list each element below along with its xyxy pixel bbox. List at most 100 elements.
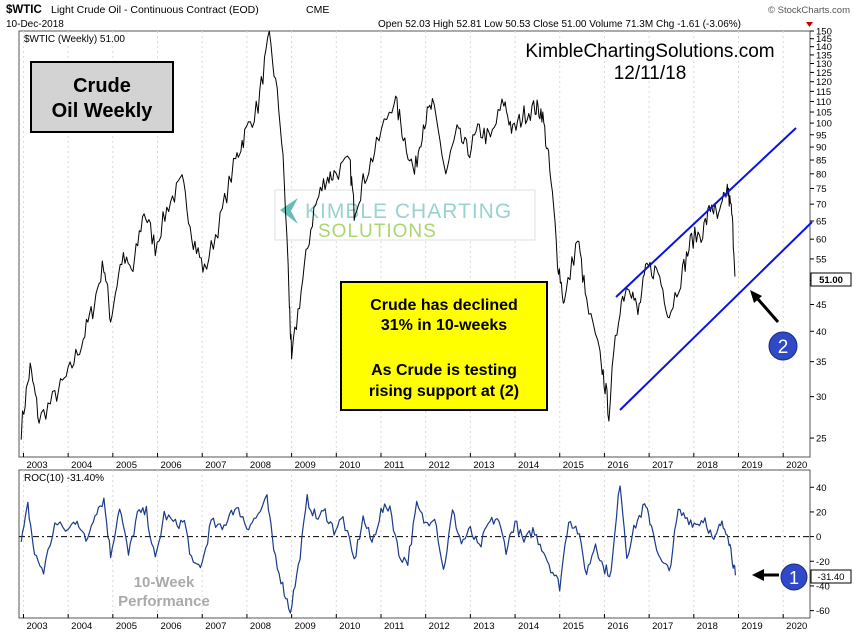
roc-y-tick-label: -60 bbox=[816, 606, 830, 617]
price-y-tick-label: 115 bbox=[816, 87, 831, 98]
roc-y-tick-label: 20 bbox=[816, 507, 827, 518]
price-y-tick-label: 145 bbox=[816, 34, 832, 45]
last-price-label: 51.00 bbox=[819, 275, 843, 286]
perf-line1: 10-Week bbox=[134, 574, 195, 591]
roc-x-tick-label: 2020 bbox=[786, 621, 807, 632]
price-x-tick-label: 2018 bbox=[697, 460, 718, 471]
roc-y-tick-label: 0 bbox=[816, 532, 821, 543]
price-y-tick-label: 60 bbox=[816, 235, 827, 246]
roc-x-tick-label: 2007 bbox=[205, 621, 226, 632]
roc-y-tick-label: 40 bbox=[816, 483, 827, 494]
watermark-logo: KIMBLE CHARTING SOLUTIONS bbox=[274, 189, 536, 242]
marker-2-label: 2 bbox=[778, 337, 789, 358]
price-x-tick-label: 2009 bbox=[295, 460, 316, 471]
header-credit: © StockCharts.com bbox=[768, 5, 850, 16]
roc-legend: ROC(10) -31.40% bbox=[24, 473, 104, 484]
roc-x-tick-label: 2003 bbox=[26, 621, 47, 632]
annotation-line2: 31% in 10-weeks bbox=[381, 317, 507, 334]
marker-1-label: 1 bbox=[789, 568, 799, 588]
roc-x-tick-label: 2006 bbox=[161, 621, 182, 632]
roc-last-tag bbox=[810, 569, 852, 584]
site-name: KimbleChartingSolutions.com bbox=[525, 41, 774, 62]
price-y-tick-label: 140 bbox=[816, 42, 832, 53]
price-y-tick-label: 130 bbox=[816, 59, 832, 70]
price-x-tick-label: 2011 bbox=[384, 460, 404, 471]
price-y-axis: 2530354045505560657075808590951001051101… bbox=[810, 27, 832, 445]
price-y-tick-label: 45 bbox=[816, 300, 827, 311]
arrowhead-1-icon bbox=[752, 569, 764, 581]
perf-line2: Performance bbox=[118, 593, 210, 610]
price-y-tick-label: 110 bbox=[816, 97, 831, 108]
watermark-line2: SOLUTIONS bbox=[318, 221, 437, 242]
price-y-tick-label: 30 bbox=[816, 392, 827, 403]
title-line1: Crude bbox=[73, 75, 131, 97]
annotation-line1: Crude has declined bbox=[370, 297, 518, 314]
price-y-tick-label: 100 bbox=[816, 119, 832, 130]
roc-x-tick-label: 2017 bbox=[652, 621, 673, 632]
price-y-tick-label: 80 bbox=[816, 169, 827, 180]
roc-x-tick-label: 2019 bbox=[741, 621, 762, 632]
marker-1-circle bbox=[780, 563, 808, 591]
price-y-tick-label: 95 bbox=[816, 130, 827, 141]
roc-x-tick-label: 2008 bbox=[250, 621, 271, 632]
price-y-tick-label: 65 bbox=[816, 216, 827, 227]
price-y-tick-label: 90 bbox=[816, 143, 827, 154]
price-x-tick-label: 2006 bbox=[161, 460, 182, 471]
roc-x-tick-label: 2004 bbox=[71, 621, 92, 632]
roc-x-tick-label: 2009 bbox=[295, 621, 316, 632]
price-x-tick-label: 2017 bbox=[652, 460, 673, 471]
price-x-tick-label: 2007 bbox=[205, 460, 226, 471]
roc-x-tick-label: 2012 bbox=[429, 621, 450, 632]
logo-arrow-icon bbox=[280, 198, 298, 224]
price-panel: 2530354045505560657075808590951001051101… bbox=[18, 27, 852, 471]
roc-series-line bbox=[20, 485, 736, 614]
annotation-box: Crude has declined 31% in 10-weeks As Cr… bbox=[340, 281, 548, 411]
roc-x-tick-label: 2005 bbox=[116, 621, 137, 632]
title-box: Crude Oil Weekly bbox=[30, 61, 174, 133]
marker-2-arrow bbox=[755, 297, 780, 323]
marker-2-circle bbox=[768, 331, 798, 361]
price-x-tick-label: 2010 bbox=[339, 460, 360, 471]
watermark-line1: KIMBLE CHARTING bbox=[305, 200, 512, 223]
channel-lower-line bbox=[619, 221, 813, 411]
price-x-tick-label: 2013 bbox=[473, 460, 494, 471]
price-y-tick-label: 35 bbox=[816, 357, 827, 368]
price-x-tick-label: 2016 bbox=[607, 460, 628, 471]
price-x-tick-label: 2004 bbox=[71, 460, 92, 471]
header-description: Light Crude Oil - Continuous Contract (E… bbox=[51, 4, 259, 16]
price-x-tick-label: 2012 bbox=[429, 460, 450, 471]
price-x-tick-label: 2005 bbox=[116, 460, 137, 471]
header-ohlc: Open 52.03 High 52.81 Low 50.53 Close 51… bbox=[378, 19, 741, 30]
down-arrow-icon bbox=[806, 22, 813, 27]
price-y-tick-label: 125 bbox=[816, 68, 832, 79]
price-series-line bbox=[20, 30, 736, 440]
price-y-tick-label: 70 bbox=[816, 200, 827, 211]
roc-panel-frame bbox=[18, 469, 811, 619]
roc-x-tick-label: 2013 bbox=[473, 621, 494, 632]
roc-y-tick-label: -20 bbox=[816, 557, 830, 568]
price-legend: $WTIC (Weekly) 51.00 bbox=[24, 34, 125, 45]
price-x-tick-label: 2020 bbox=[786, 460, 807, 471]
title-line2: Oil Weekly bbox=[52, 100, 154, 122]
roc-last-label: -31.40 bbox=[818, 572, 845, 583]
roc-x-tick-label: 2016 bbox=[607, 621, 628, 632]
roc-x-tick-label: 2018 bbox=[697, 621, 718, 632]
price-y-tick-label: 135 bbox=[816, 50, 832, 61]
price-y-tick-label: 55 bbox=[816, 254, 827, 265]
roc-x-axis: 2003 2004 2005 2006 2007 2008 2009 2010 2011 2012… bbox=[22, 614, 807, 632]
price-x-tick-label: 2019 bbox=[741, 460, 762, 471]
header-symbol: $WTIC bbox=[6, 4, 42, 16]
roc-x-tick-label: 2014 bbox=[518, 621, 539, 632]
roc-panel: -60 -40 -20 0 20 40 2003 2004 2005 2006 2007 2008 2… bbox=[18, 469, 852, 632]
price-y-tick-label: 85 bbox=[816, 156, 827, 167]
channel-upper-line bbox=[615, 127, 797, 298]
last-price-tag bbox=[810, 272, 852, 287]
price-x-tick-label: 2015 bbox=[563, 460, 584, 471]
price-y-tick-label: 105 bbox=[816, 108, 832, 119]
roc-x-tick-label: 2010 bbox=[339, 621, 360, 632]
price-x-tick-label: 2008 bbox=[250, 460, 271, 471]
price-x-axis: 2003 2004 2005 2006 2007 2008 2009 2010 2011 2012… bbox=[22, 453, 807, 471]
roc-y-tick-label: -40 bbox=[816, 581, 830, 592]
arrowhead-2-icon bbox=[750, 290, 762, 303]
